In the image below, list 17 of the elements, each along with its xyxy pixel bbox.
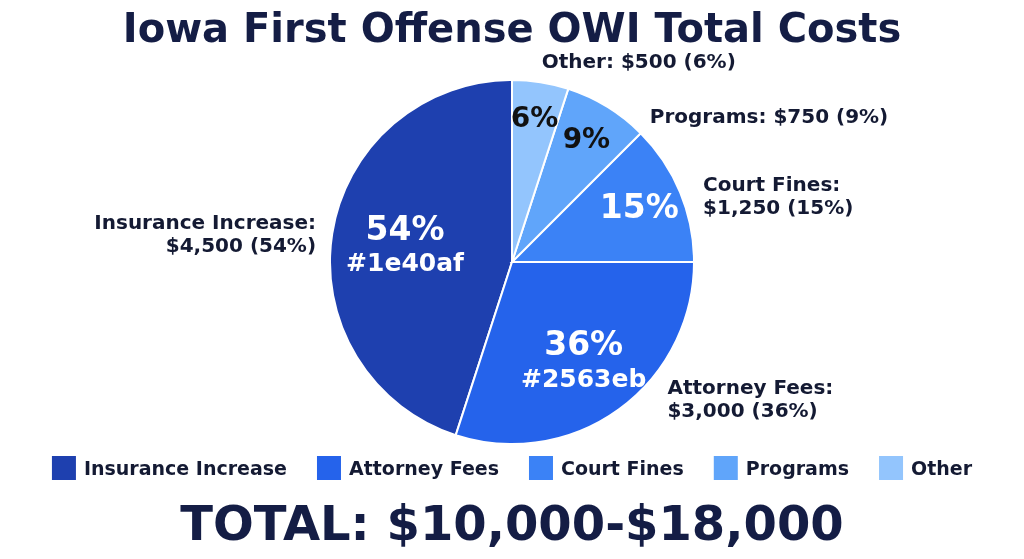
chart-title: Iowa First Offense OWI Total Costs — [122, 5, 902, 51]
text: 36% #2563eb — [520, 324, 647, 393]
text: 54% #1e40af — [346, 208, 464, 277]
data-label: Court Fines: $1,250 (15%) — [703, 171, 854, 219]
text: TOTAL: $10,000-$18,000 — [180, 495, 844, 551]
data-label: Programs: $750 (9%) — [649, 103, 889, 128]
legend-label: Other — [911, 457, 973, 479]
legend-label: Court Fines — [560, 457, 684, 479]
data-label: Other: $500 (6%) — [541, 49, 736, 74]
legend-label: Insurance Increase — [83, 457, 287, 479]
legend-label: Programs — [745, 457, 850, 479]
text: 9% — [562, 122, 611, 156]
legend-label: Attorney Fees — [348, 457, 499, 479]
text: 6% — [510, 100, 559, 134]
data-label: Attorney Fees: $3,000 (36%) — [667, 374, 834, 422]
data-label: Insurance Increase: $4,500 (54%) — [94, 210, 317, 258]
text: 15% — [599, 187, 679, 227]
